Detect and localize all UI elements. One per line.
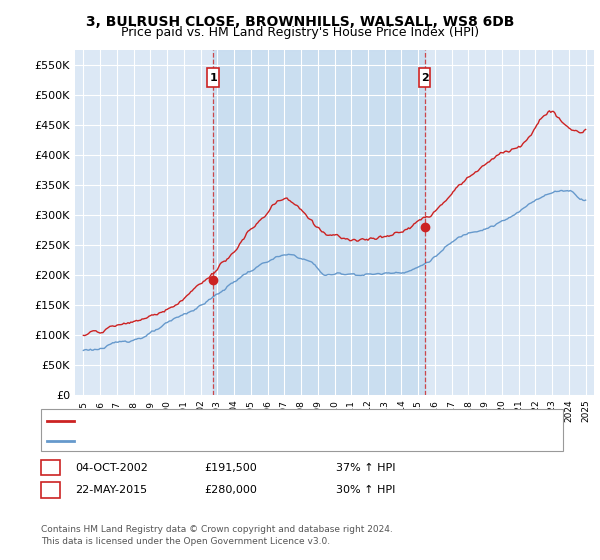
Text: 3, BULRUSH CLOSE, BROWNHILLS, WALSALL, WS8 6DB: 3, BULRUSH CLOSE, BROWNHILLS, WALSALL, W… [86,15,514,29]
Bar [213,50,425,395]
Text: 3, BULRUSH CLOSE, BROWNHILLS, WALSALL, WS8 6DB (detached house): 3, BULRUSH CLOSE, BROWNHILLS, WALSALL, W… [80,416,460,426]
Text: 04-OCT-2002: 04-OCT-2002 [75,463,148,473]
FancyBboxPatch shape [207,68,219,87]
Text: Price paid vs. HM Land Registry's House Price Index (HPI): Price paid vs. HM Land Registry's House … [121,26,479,39]
Text: £280,000: £280,000 [204,485,257,495]
Text: £191,500: £191,500 [204,463,257,473]
Text: 22-MAY-2015: 22-MAY-2015 [75,485,147,495]
Text: 1: 1 [209,73,217,83]
Text: 2: 2 [47,485,54,495]
Text: 37% ↑ HPI: 37% ↑ HPI [336,463,395,473]
FancyBboxPatch shape [419,68,430,87]
Text: 30% ↑ HPI: 30% ↑ HPI [336,485,395,495]
Text: HPI: Average price, detached house, Walsall: HPI: Average price, detached house, Wals… [80,436,310,446]
Text: Contains HM Land Registry data © Crown copyright and database right 2024.
This d: Contains HM Land Registry data © Crown c… [41,525,392,546]
Text: 2: 2 [421,73,428,83]
Text: 1: 1 [47,463,54,473]
